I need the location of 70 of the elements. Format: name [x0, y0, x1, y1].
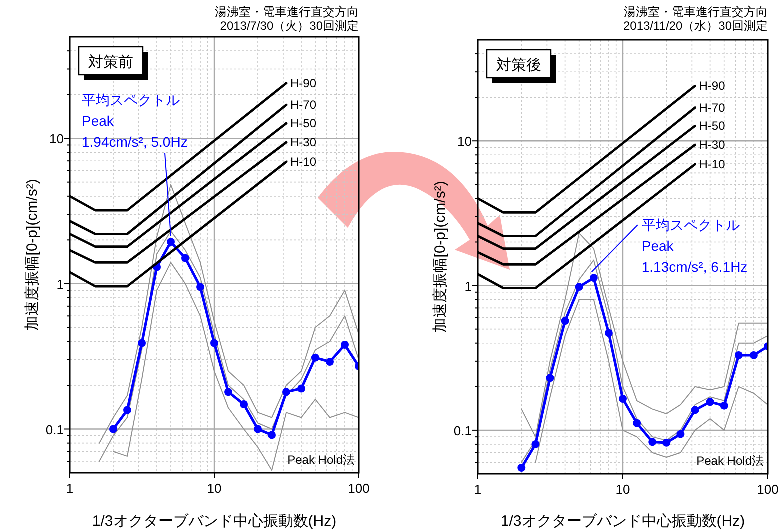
series-label: H-10	[290, 155, 317, 170]
point	[282, 388, 291, 396]
series-label: H-50	[699, 119, 726, 134]
point	[298, 384, 306, 393]
point	[167, 238, 175, 246]
point	[210, 339, 218, 348]
point	[110, 425, 118, 434]
point	[326, 358, 334, 366]
y-tick-label: 10	[458, 134, 472, 150]
y-axis-title: 加速度振幅[0-p](cm/s²)	[24, 179, 41, 331]
point	[340, 340, 349, 349]
point	[648, 438, 657, 446]
chart-title: 湯沸室・電車進行直交方向	[215, 5, 359, 19]
series-label: H-70	[699, 100, 726, 115]
point	[750, 351, 758, 360]
point	[518, 464, 526, 472]
point	[546, 374, 554, 382]
annotation: 平均スペクトル Peak 1.13cm/s², 6.1Hz	[642, 217, 748, 276]
point	[240, 400, 248, 409]
point	[619, 394, 627, 403]
point	[138, 339, 146, 348]
series-label: H-70	[290, 98, 317, 112]
series-label: H-30	[699, 138, 726, 152]
point	[182, 254, 190, 262]
x-tick-label: 100	[757, 482, 779, 497]
point	[633, 419, 642, 428]
point	[561, 317, 570, 326]
x-tick-label: 1	[474, 482, 482, 497]
y-tick-label: 1	[56, 276, 64, 292]
y-tick-label: 0.1	[46, 422, 64, 438]
annotation: Peak Hold法	[288, 453, 355, 467]
x-tick-label: 100	[348, 481, 370, 496]
point	[590, 274, 598, 282]
point	[124, 406, 132, 414]
point	[268, 431, 276, 440]
point	[734, 351, 743, 360]
chart-subtitle: 2013/11/20（水）30回測定	[623, 19, 768, 33]
point	[662, 438, 671, 447]
annotation: 平均スペクトル Peak 1.94cm/s², 5.0Hz	[82, 92, 188, 150]
point	[706, 398, 714, 406]
x-axis-title: 1/3オクターブバンド中心振動数(Hz)	[92, 513, 337, 530]
point	[196, 283, 204, 292]
point	[691, 406, 700, 414]
x-axis-title: 1/3オクターブバンド中心振動数(Hz)	[500, 513, 746, 530]
point	[224, 388, 233, 396]
x-tick-label: 10	[616, 482, 630, 497]
series-label: H-90	[290, 76, 317, 90]
point	[254, 425, 262, 434]
line-series	[113, 262, 359, 472]
y-tick-label: 1	[464, 278, 472, 294]
series-label: H-90	[699, 79, 726, 94]
series-label: H-30	[290, 135, 317, 150]
series-label: H-10	[699, 157, 726, 172]
annotation: Peak Hold法	[696, 454, 764, 468]
point	[312, 354, 320, 362]
y-tick-label: 0.1	[454, 423, 472, 438]
annotation: 対策後	[496, 57, 542, 74]
annotation: 対策前	[88, 54, 134, 71]
point	[720, 402, 728, 410]
x-tick-label: 10	[207, 481, 222, 496]
point	[575, 283, 584, 292]
point	[604, 329, 613, 338]
point	[532, 440, 540, 448]
series-label: H-50	[290, 116, 317, 130]
chart-title: 湯沸室・電車進行直交方向	[624, 5, 768, 19]
point	[676, 430, 685, 438]
y-tick-label: 10	[50, 132, 64, 147]
y-axis-title: 加速度振幅[0-p](cm/s²)	[432, 181, 449, 333]
chart-subtitle: 2013/7/30（火）30回測定	[220, 19, 359, 33]
x-tick-label: 1	[66, 481, 74, 496]
